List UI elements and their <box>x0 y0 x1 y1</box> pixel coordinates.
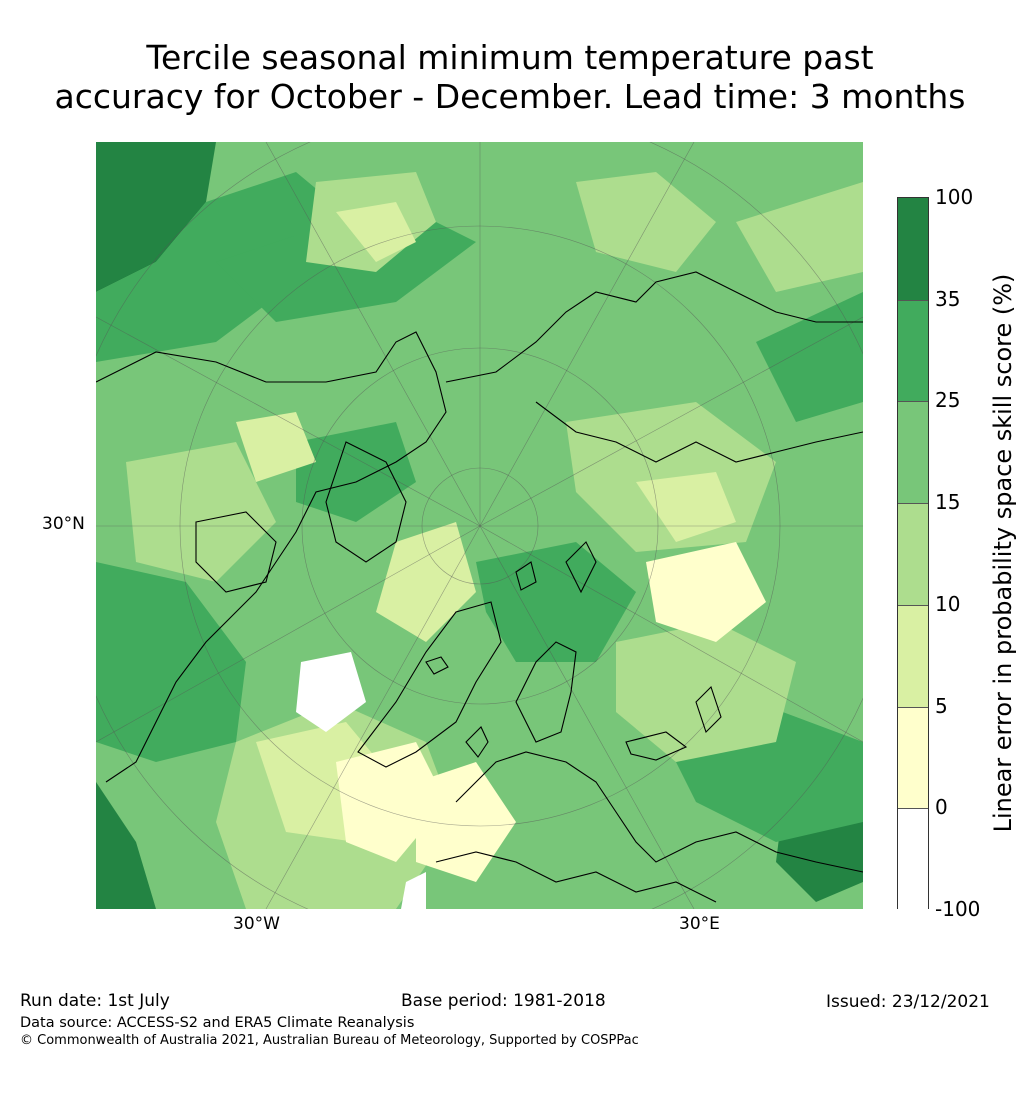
region-negative-1 <box>296 652 366 732</box>
graticule-meridian-7 <box>96 316 481 527</box>
coastline-caspian <box>695 685 722 734</box>
region-pale-1 <box>336 202 416 262</box>
coastline-british-isles <box>465 726 489 758</box>
region-pale-3 <box>636 472 736 542</box>
title-line-2: accuracy for October - December. Lead ti… <box>54 77 966 116</box>
colorbar-bin <box>898 706 928 809</box>
map-title: Tercile seasonal minimum temperature pas… <box>0 38 1020 116</box>
region-mid-3 <box>96 562 246 762</box>
coastline-mediterranean <box>435 851 717 903</box>
data-source: Data source: ACCESS-S2 and ERA5 Climate … <box>20 1015 415 1031</box>
title-line-1: Tercile seasonal minimum temperature pas… <box>146 38 874 77</box>
coastline-europe <box>455 751 863 873</box>
map-canvas <box>96 142 863 909</box>
region-mid-7 <box>296 422 416 522</box>
region-pale-2 <box>236 412 316 482</box>
coastline-scandinavia <box>515 641 577 743</box>
polar-map <box>96 142 863 909</box>
graticule <box>96 142 863 909</box>
colorbar-tick-label: 15 <box>935 490 961 515</box>
region-lowest-1 <box>646 542 766 642</box>
graticule-meridian-8 <box>479 525 863 743</box>
region-mid-6 <box>756 292 863 422</box>
region-lowest-3 <box>416 762 516 882</box>
colorbar <box>897 197 929 910</box>
coastline-siberia <box>535 401 863 463</box>
colorbar-tick-label: 100 <box>935 185 974 209</box>
longitude-label-30e: 30°E <box>679 914 720 934</box>
issued-date: Issued: 23/12/2021 <box>826 992 990 1012</box>
copyright: © Commonwealth of Australia 2021, Austra… <box>20 1033 639 1048</box>
region-light-3 <box>126 442 276 582</box>
colorbar-bin <box>898 503 928 605</box>
colorbar-tick-label: -100 <box>935 897 981 921</box>
region-negative-2 <box>401 872 426 909</box>
coastline-canadian-archipelago <box>325 441 407 563</box>
colorbar-tick-label: 25 <box>935 388 961 413</box>
graticule-meridian-10 <box>265 525 481 909</box>
colorbar-tick-label: 10 <box>935 591 961 616</box>
region-light-2 <box>576 172 716 272</box>
graticule-meridian-5 <box>479 142 695 527</box>
coastlines <box>96 271 863 903</box>
run-date: Run date: 1st July <box>20 991 170 1011</box>
graticule-meridian-6 <box>479 316 863 527</box>
region-light-7 <box>736 182 863 292</box>
coastline-svalbard <box>515 561 537 591</box>
colorbar-tick-label: 5 <box>935 693 948 718</box>
graticule-meridian-11 <box>479 525 695 909</box>
colorbar-bin <box>898 808 928 910</box>
colorbar-tick-label: 0 <box>935 795 948 820</box>
colorbar-tick-label: 35 <box>935 286 961 311</box>
coastline-eurasia-north <box>445 271 863 383</box>
base-period: Base period: 1981-2018 <box>401 991 606 1011</box>
skill-regions <box>96 142 863 909</box>
colorbar-label: Linear error in probability space skill … <box>989 273 1017 833</box>
colorbar-bin <box>898 401 928 504</box>
coastline-novaya-zemlya <box>565 541 597 594</box>
region-high-sw <box>96 782 156 909</box>
colorbar-bin <box>898 604 928 707</box>
colorbar-bin <box>898 198 928 300</box>
colorbar-bin <box>898 299 928 402</box>
latitude-label-30n: 30°N <box>42 514 85 534</box>
graticule-meridian-4 <box>265 142 481 527</box>
graticule-meridian-9 <box>96 525 481 743</box>
longitude-label-30w: 30°W <box>233 914 280 934</box>
coastline-hudson-bay <box>195 511 277 593</box>
region-pale-5 <box>376 522 476 642</box>
coastline-black-sea <box>625 731 688 761</box>
coastline-iceland <box>425 656 449 675</box>
region-high-nw <box>96 142 216 292</box>
coastline-north-america <box>96 331 447 783</box>
coastline-greenland <box>357 601 502 768</box>
